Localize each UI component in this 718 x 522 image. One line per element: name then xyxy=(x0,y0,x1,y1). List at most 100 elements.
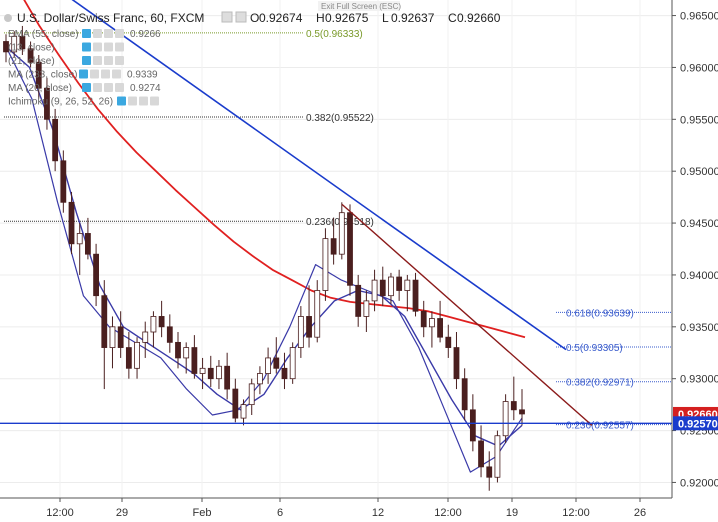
fib-level-label: 0.382(0.92971) xyxy=(566,378,634,389)
indicator-settings-icon[interactable] xyxy=(115,56,124,65)
indicator-label: MA (20, close) xyxy=(8,83,72,94)
candle-body xyxy=(355,284,362,317)
ohlc-key: H xyxy=(316,11,325,25)
price-tick-label: 0.95000 xyxy=(680,166,718,178)
settings-icon[interactable] xyxy=(221,11,233,23)
indicator-settings-icon[interactable] xyxy=(104,56,113,65)
fib-level-label: 0.5(0.96333) xyxy=(306,29,363,40)
candle-body xyxy=(347,212,353,286)
candle-body xyxy=(150,316,157,333)
indicator-value: 0.9266 xyxy=(130,29,161,40)
indicator-settings-icon[interactable] xyxy=(150,96,159,106)
candle-body xyxy=(420,310,427,328)
candle-body xyxy=(166,326,173,343)
candlestick-series xyxy=(3,25,525,491)
exit-full-screen-button[interactable] xyxy=(318,1,400,11)
candle-body xyxy=(314,290,321,338)
indicator-settings-icon[interactable] xyxy=(104,29,113,38)
indicator-settings-icon[interactable] xyxy=(93,42,102,52)
candle-body xyxy=(502,401,509,437)
price-tick-label: 0.92000 xyxy=(680,477,718,489)
trend-lines[interactable] xyxy=(48,0,593,426)
candle-body xyxy=(11,35,18,53)
candle-body xyxy=(519,409,525,415)
time-axis[interactable]: 12:00 29 Feb 6 12 12:00 19 12:00 26 xyxy=(0,497,672,519)
ohlc-value: 0.92674 xyxy=(259,11,303,25)
candle-body xyxy=(158,316,165,328)
indicator-eye-icon[interactable] xyxy=(82,83,91,92)
indicator-legend: EMA (55, close) 0.9266 (13, close) (21, clo… xyxy=(8,29,161,108)
candle-body xyxy=(76,233,83,245)
time-tick-label: 6 xyxy=(277,507,283,519)
candle-body xyxy=(35,61,42,89)
fib-level-label: 0.5(0.93305) xyxy=(566,343,623,354)
candle-body xyxy=(404,279,411,291)
price-tick-label: 0.96000 xyxy=(680,62,718,74)
indicator-settings-icon[interactable] xyxy=(139,96,148,106)
candle-body xyxy=(117,326,124,348)
trend-line-blue[interactable] xyxy=(48,0,567,351)
exit-full-screen-label: Exit Full Screen (ESC) xyxy=(321,2,401,11)
indicator-eye-icon[interactable] xyxy=(79,69,88,79)
collapse-dot-icon[interactable] xyxy=(4,14,12,22)
time-tick-label: 12 xyxy=(372,507,384,519)
candle-body xyxy=(109,326,116,348)
candle-body xyxy=(338,212,345,255)
fib-level-label: 0.618(0.93639) xyxy=(566,308,634,319)
ma20-line xyxy=(5,46,523,473)
ohlc-value: 0.92660 xyxy=(457,11,501,25)
candle-body xyxy=(412,279,419,312)
price-tick-label: 0.93000 xyxy=(680,374,718,386)
candle-body xyxy=(469,409,476,442)
candle-body xyxy=(191,347,198,374)
candle-body xyxy=(363,300,370,317)
trend-line-red[interactable] xyxy=(341,203,593,426)
candle-body xyxy=(44,87,50,120)
candle-body xyxy=(494,435,501,478)
visibility-icon[interactable] xyxy=(235,11,247,23)
indicator-settings-icon[interactable] xyxy=(104,42,113,52)
candle-body xyxy=(207,367,214,380)
fib-level-label: 0.236(0.92557) xyxy=(566,421,634,432)
indicator-label: EMA (55, close) xyxy=(8,29,79,40)
candle-body xyxy=(257,373,263,385)
indicator-settings-icon[interactable] xyxy=(90,69,99,79)
candle-body xyxy=(248,383,255,406)
candle-body xyxy=(478,440,484,468)
chart-header: U.S. Dollar/Swiss Franc, 60, FXCM O 0.926… xyxy=(4,1,501,25)
candle-body xyxy=(199,367,206,374)
candle-body xyxy=(27,48,34,63)
time-tick-label: 19 xyxy=(506,507,518,519)
indicator-eye-icon[interactable] xyxy=(82,42,91,52)
indicator-settings-icon[interactable] xyxy=(93,83,102,92)
price-axis[interactable]: 0.920000.925000.930000.935000.940000.945… xyxy=(671,0,718,498)
indicator-settings-icon[interactable] xyxy=(115,42,124,52)
time-tick-label: 12:00 xyxy=(46,507,74,519)
indicator-settings-icon[interactable] xyxy=(101,69,110,79)
candle-body xyxy=(216,365,222,380)
indicator-settings-icon[interactable] xyxy=(115,29,124,38)
indicator-eye-icon[interactable] xyxy=(82,29,91,38)
candle-body xyxy=(68,201,75,245)
candle-body xyxy=(125,347,132,369)
indicator-settings-icon[interactable] xyxy=(93,56,102,65)
candle-body xyxy=(445,336,452,348)
indicator-settings-icon[interactable] xyxy=(93,29,102,38)
indicator-settings-icon[interactable] xyxy=(128,96,137,106)
ohlc-key: L xyxy=(382,11,389,25)
price-tick-label: 0.94500 xyxy=(680,218,718,230)
candle-body xyxy=(232,388,239,419)
candle-body xyxy=(297,316,304,348)
indicator-settings-icon[interactable] xyxy=(115,83,124,92)
indicator-settings-icon[interactable] xyxy=(112,69,121,79)
ohlc-value: 0.92637 xyxy=(391,11,435,25)
candle-body xyxy=(265,357,271,374)
candle-body xyxy=(510,401,517,411)
indicator-eye-icon[interactable] xyxy=(82,56,91,65)
price-tick-label: 0.94000 xyxy=(680,270,718,282)
indicator-eye-icon[interactable] xyxy=(117,96,126,106)
indicator-settings-icon[interactable] xyxy=(104,83,113,92)
candle-body xyxy=(183,347,190,359)
